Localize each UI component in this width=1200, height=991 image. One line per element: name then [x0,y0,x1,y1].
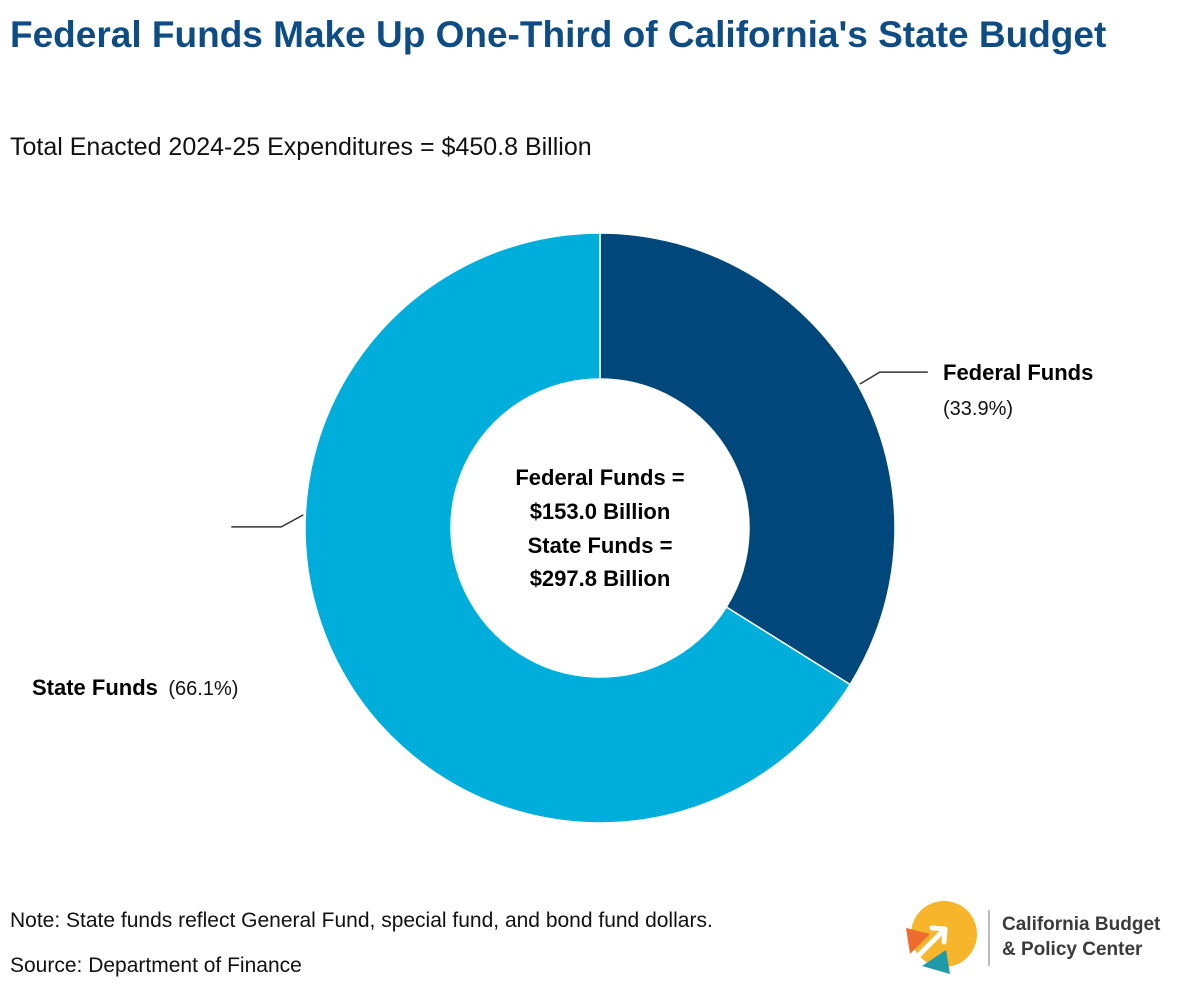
logo-text: California Budget & Policy Center [1002,912,1160,962]
center-line-2: $153.0 Billion [530,499,671,524]
logo-divider [988,910,990,966]
logo-text-line-2: & Policy Center [1002,937,1160,962]
donut-slices [305,233,895,823]
cbpc-logo: California Budget & Policy Center [900,898,1190,978]
cbpc-logo-mark [900,898,982,978]
footnote: Note: State funds reflect General Fund, … [10,907,713,935]
leader-line-federal [860,372,928,384]
slice-federal-funds [600,233,895,685]
label-state-pct: (66.1%) [168,678,238,700]
label-federal-name: Federal Funds [943,360,1093,385]
logo-text-line-1: California Budget [1002,912,1160,937]
donut-chart: Federal Funds (33.9%) State Funds (66.1%… [0,0,1200,991]
label-state: State Funds (66.1%) [32,675,238,700]
label-state-name: State Funds [32,675,158,700]
center-line-4: $297.8 Billion [530,566,671,591]
leader-line-state [231,515,303,527]
center-line-3: State Funds = [528,533,673,558]
center-line-1: Federal Funds = [515,465,684,490]
label-federal-pct: (33.9%) [943,398,1013,420]
source-note: Source: Department of Finance [10,952,302,980]
